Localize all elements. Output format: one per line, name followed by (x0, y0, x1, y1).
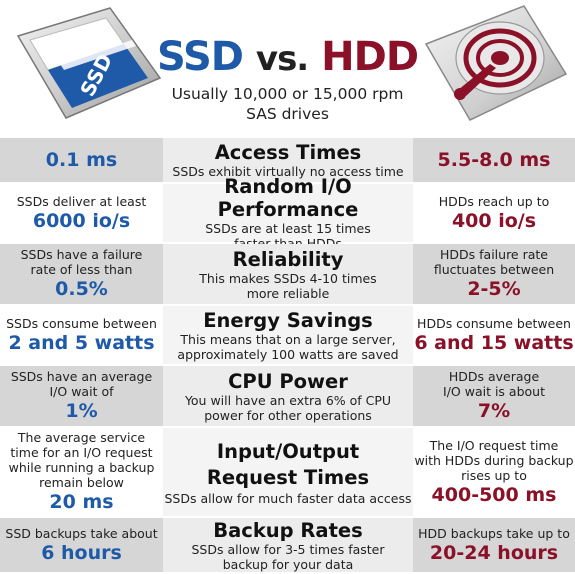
hdd-value: 2-5% (467, 278, 521, 300)
ssd-cell: SSDs deliver at least 6000 io/s (0, 184, 163, 242)
title-ssd: SSD (156, 34, 244, 80)
ssd-value: 2 and 5 watts (8, 331, 155, 354)
ssd-value: 6 hours (41, 541, 122, 564)
feature-desc: more reliable (246, 285, 330, 301)
feature-desc: power for other operations (204, 407, 372, 423)
hdd-cell: HDD backups take up to 20-24 hours (413, 518, 575, 572)
feature-heading: Random I/O Performance (217, 175, 359, 221)
ssd-cell: SSD backups take about 6 hours (0, 518, 163, 572)
hdd-value: 400-500 ms (431, 483, 557, 506)
row-io-request-times: The average service time for an I/O requ… (0, 428, 575, 518)
title-vs: vs. (255, 39, 309, 79)
ssd-text: rate of less than (30, 262, 133, 277)
hdd-text: HDD backups take up to (418, 525, 570, 541)
ssd-cell: SSDs have an average I/O wait of 1% (0, 366, 163, 426)
ssd-text: SSDs have a failure (20, 247, 143, 262)
feature-cell: CPU Power You will have an extra 6% of C… (163, 366, 413, 426)
feature-desc: This means that on a large server, (180, 331, 396, 347)
hdd-cell: The I/O request time with HDDs during ba… (413, 428, 575, 516)
ssd-cell: SSDs have a failure rate of less than 0.… (0, 244, 163, 304)
feature-heading: Backup Rates (213, 518, 363, 542)
hdd-text: HDDs failure rate (440, 247, 548, 262)
hdd-value: 20-24 hours (429, 541, 559, 564)
hdd-text: I/O wait is about (443, 384, 545, 399)
row-random-io: SSDs deliver at least 6000 io/s Random I… (0, 175, 575, 251)
feature-cell: Reliability This makes SSDs 4-10 times m… (163, 244, 413, 304)
ssd-text: time for an I/O request (10, 445, 153, 460)
feature-cell: Backup Rates SSDs allow for 3-5 times fa… (163, 518, 413, 572)
feature-cell: Access Times SSDs exhibit virtually no a… (163, 138, 413, 182)
hdd-cell: HDDs average I/O wait is about 7% (413, 366, 575, 426)
row-access-times: 0.1 ms Access Times SSDs exhibit virtual… (0, 138, 575, 184)
hdd-text: HDDs consume between (417, 315, 571, 331)
page-title: SSD vs. HDD (150, 34, 425, 82)
feature-cell: Energy Savings This means that on a larg… (163, 306, 413, 364)
hdd-cell: HDDs consume between 6 and 15 watts (413, 306, 575, 364)
feature-desc: SSDs are at least 15 times (205, 221, 371, 236)
ssd-text: SSD backups take about (5, 525, 158, 541)
ssd-text: The average service (17, 430, 146, 445)
title-hdd: HDD (321, 34, 419, 80)
feature-cell: Random I/O Performance SSDs are at least… (163, 175, 413, 251)
row-energy-savings: SSDs consume between 2 and 5 watts Energ… (0, 306, 575, 366)
feature-cell: Input/Output Request Times SSDs allow fo… (163, 428, 413, 516)
feature-desc: This makes SSDs 4-10 times (199, 270, 377, 286)
ssd-drive-icon: SSD (16, 7, 162, 119)
ssd-value: 1% (65, 400, 98, 422)
row-cpu-power: SSDs have an average I/O wait of 1% CPU … (0, 366, 575, 428)
feature-heading-line-2: Request Times (206, 465, 370, 489)
hdd-drive-icon (424, 5, 568, 121)
hdd-text: HDDs reach up to (438, 193, 550, 209)
feature-heading: Reliability (232, 247, 344, 271)
feature-desc: SSDs exhibit virtually no access time (172, 164, 404, 179)
hdd-text: The I/O request time (429, 437, 559, 453)
comparison-table: 0.1 ms Access Times SSDs exhibit virtual… (0, 138, 575, 574)
feature-heading: Energy Savings (203, 308, 373, 332)
feature-desc: You will have an extra 6% of CPU (184, 392, 392, 408)
ssd-cell: The average service time for an I/O requ… (0, 428, 163, 516)
feature-heading: Input/Output (216, 439, 360, 463)
feature-desc: backup for your data (222, 556, 354, 572)
feature-desc: SSDs allow for 3-5 times faster (191, 541, 385, 557)
ssd-value: 0.1 ms (45, 149, 118, 171)
hdd-text: HDDs average (448, 369, 540, 384)
ssd-text: remain below (39, 475, 124, 490)
hdd-cell: 5.5-8.0 ms (413, 138, 575, 182)
hdd-text: rises up to (461, 467, 527, 483)
feature-desc: SSDs allow for much faster data access (164, 490, 412, 506)
header: SSD SSD vs. HDD Usually 10,000 or 15,000… (0, 0, 575, 138)
ssd-value: 6000 io/s (32, 209, 131, 232)
hdd-cell: HDDs failure rate fluctuates between 2-5… (413, 244, 575, 304)
ssd-cell: SSDs consume between 2 and 5 watts (0, 306, 163, 364)
hdd-text: fluctuates between (433, 262, 555, 277)
hdd-value: 6 and 15 watts (414, 331, 574, 354)
feature-heading: CPU Power (228, 369, 348, 393)
ssd-text: SSDs deliver at least (16, 193, 147, 209)
ssd-value: 20 ms (49, 491, 114, 513)
hdd-value: 400 io/s (451, 209, 537, 232)
ssd-cell: 0.1 ms (0, 138, 163, 182)
page-subtitle: Usually 10,000 or 15,000 rpm SAS drives (150, 84, 425, 124)
hdd-value: 5.5-8.0 ms (437, 149, 551, 171)
row-backup-rates: SSD backups take about 6 hours Backup Ra… (0, 518, 575, 574)
hdd-cell: HDDs reach up to 400 io/s (413, 184, 575, 242)
subtitle-line-1: Usually 10,000 or 15,000 rpm (171, 85, 404, 103)
ssd-text: I/O wait of (49, 384, 114, 399)
hdd-text: with HDDs during backup (414, 452, 574, 468)
feature-heading: Access Times (214, 141, 362, 164)
ssd-text: while running a backup (8, 460, 155, 475)
row-reliability: SSDs have a failure rate of less than 0.… (0, 244, 575, 306)
ssd-text: SSDs consume between (6, 315, 157, 331)
ssd-text: SSDs have an average (10, 369, 153, 384)
subtitle-line-2: SAS drives (246, 105, 329, 123)
ssd-value: 0.5% (55, 278, 108, 300)
feature-desc: approximately 100 watts are saved (177, 346, 399, 362)
hdd-value: 7% (477, 400, 511, 422)
